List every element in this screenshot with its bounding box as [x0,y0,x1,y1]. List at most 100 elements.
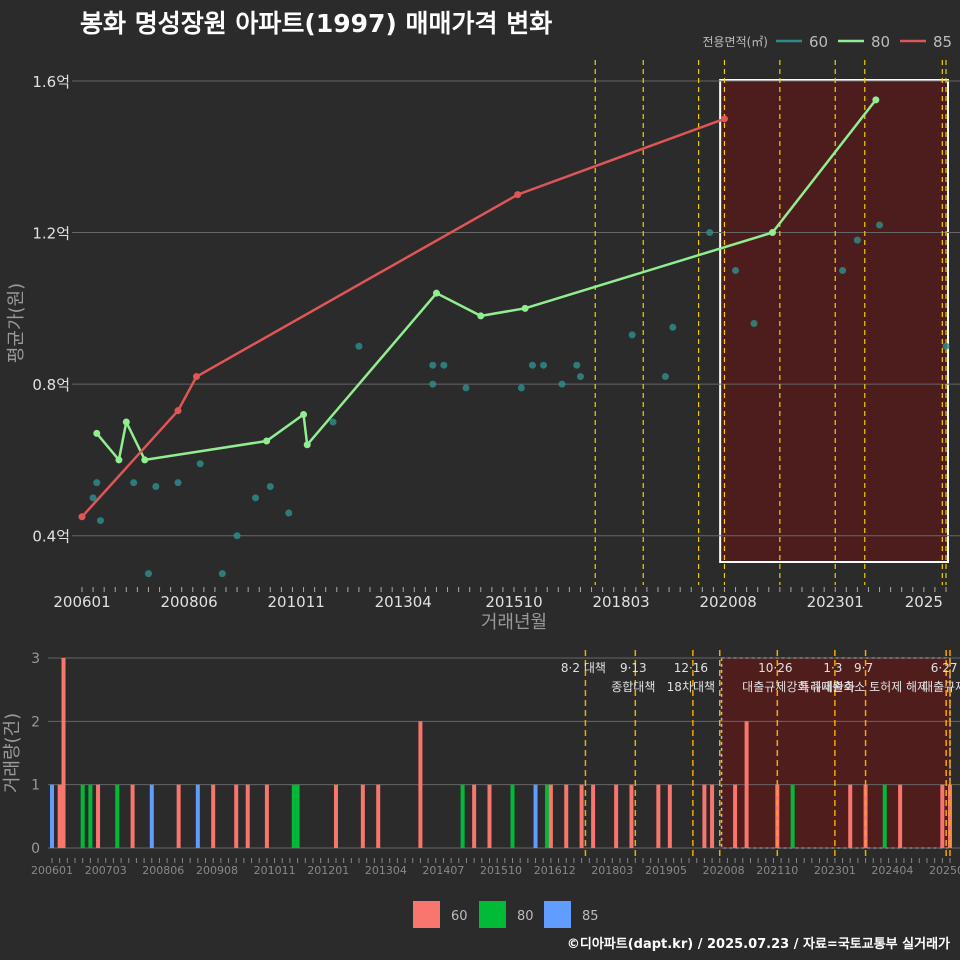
volume-bar-60 [614,784,619,848]
volume-bar-60 [863,784,868,848]
series-line-85 [81,117,725,518]
policy-label: 대출규제강화 [742,680,808,694]
policy-label: 규제완화 [811,680,855,694]
data-point-60 [573,361,581,369]
data-point-60 [233,532,241,540]
data-point-60 [558,380,566,388]
volume-bar-60 [418,721,423,848]
x-tick-label: 200806 [142,864,184,877]
volume-bar-80 [790,784,795,848]
data-point-85 [514,191,522,199]
volume-bar-80 [80,784,85,848]
policy-label: 대출규제 [922,680,960,694]
x-tick-label: 200601 [53,593,110,611]
y-tick-label: 1.6억 [32,73,70,91]
volume-bar-60 [848,784,853,848]
x-tick-label: 201510 [480,864,522,877]
volume-bar-60 [564,784,569,848]
highlight-box [719,79,950,563]
data-point-60 [174,479,182,487]
volume-bar-60 [591,784,596,848]
volume-bar-60 [360,784,365,848]
volume-bar-60 [948,784,952,848]
data-point-60 [732,266,740,274]
data-point-60 [706,229,714,237]
legend-swatch-85 [544,901,571,928]
x-tick-label: 201011 [254,864,296,877]
source-credit: ©디아파트(dapt.kr) / 2025.07.23 / 자료=국토교통부 실… [566,937,950,952]
data-point-80 [300,410,308,418]
y-axis-label: 평균가(원) [6,283,27,363]
x-tick-label: 202301 [807,593,864,611]
data-point-60 [152,482,160,490]
data-point-80 [122,418,130,426]
volume-bar-60 [579,784,584,848]
volume-bar-60 [245,784,250,848]
data-point-60 [266,482,274,490]
x-tick-label: 201304 [365,864,407,877]
data-point-80 [872,96,880,104]
volume-bar-60 [376,784,381,848]
x-tick-label: 200806 [160,593,217,611]
x-tick-label: 200908 [196,864,238,877]
data-point-80 [768,229,776,237]
volume-bar-80 [88,784,93,848]
x-tick-label: 202008 [703,864,745,877]
volume-bar-80 [115,784,120,848]
policy-label: 18차대책 [667,679,715,694]
volume-bar-60 [744,721,749,848]
volume-bar-80 [510,784,515,848]
x-tick-label: 201407 [422,864,464,877]
volume-bar-60 [667,784,672,848]
volume-bar-60 [57,784,62,848]
data-point-60 [669,323,677,331]
x-tick-label: 201612 [534,864,576,877]
y-tick-label: 1 [31,778,40,794]
x-tick-label: 201011 [268,593,325,611]
policy-label: 12·16 [674,661,708,675]
volume-bar-80 [882,784,887,848]
data-point-60 [89,494,97,502]
y-tick-label: 0.4억 [32,528,70,546]
legend-label-85: 85 [933,33,952,51]
x-tick-label: 201803 [592,593,649,611]
volume-bar-60 [733,784,738,848]
volume-bar-60 [548,784,553,848]
policy-label: 9·7 [854,661,873,675]
y-tick-label: 3 [31,651,40,667]
volume-bar-60 [264,784,269,848]
data-point-60 [285,509,293,517]
x-tick-label: 201803 [591,864,633,877]
legend-swatch-60 [413,901,440,928]
data-point-60 [661,373,669,381]
data-point-60 [355,342,363,350]
volume-bar-60 [234,784,239,848]
data-point-60 [93,479,101,487]
y-axis-label: 거래량(건) [2,713,23,793]
policy-label: 10·26 [758,661,792,675]
data-point-60 [96,517,104,525]
x-tick-label: 202404 [871,864,913,877]
data-point-60 [462,384,470,392]
data-point-85 [78,513,86,521]
volume-bar-85 [533,784,538,848]
x-tick-label: 201905 [645,864,687,877]
volume-bar-60 [176,784,181,848]
data-point-60 [576,373,584,381]
volume-bar-60 [487,784,492,848]
policy-label: 특례대출축소 토허제 해제 [799,680,928,694]
volume-bar-85 [149,784,154,848]
volume-bar-60 [710,784,715,848]
volume-bar-60 [940,784,945,848]
series-line-80 [95,99,877,463]
legend-label-80: 80 [871,33,890,51]
data-point-60 [196,460,204,468]
volume-bar-60 [96,784,101,848]
y-tick-label: 0.8억 [32,376,70,394]
volume-bar-60 [898,784,903,848]
data-point-60 [440,361,448,369]
volume-bar-85 [50,784,54,848]
data-point-60 [540,361,548,369]
data-point-60 [942,342,950,350]
